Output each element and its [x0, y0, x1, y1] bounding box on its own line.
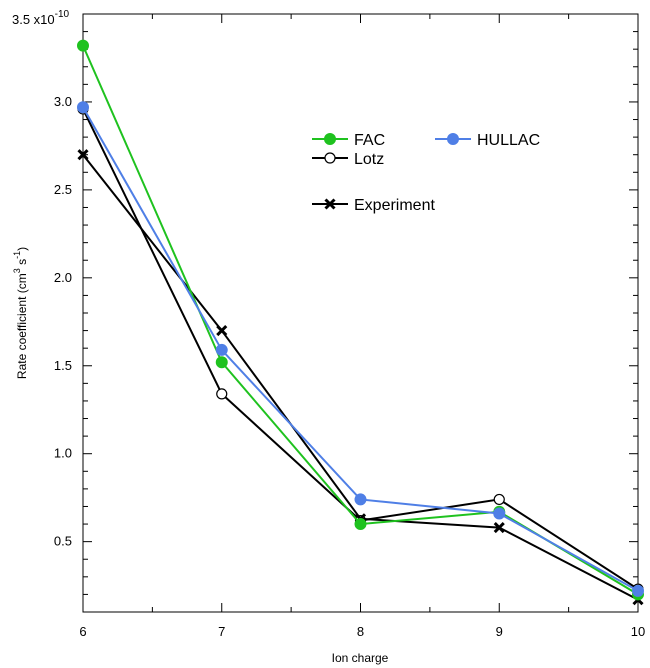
data-point-hullac [354, 493, 367, 506]
y-axis-multiplier-base: 3.5 x10 [12, 12, 55, 27]
series-layer [77, 39, 644, 606]
y-axis-label: Rate coefficient (cm3 s-1) [12, 247, 29, 379]
legend-label-fac: FAC [354, 132, 385, 149]
y-tick-label: 2.0 [54, 270, 72, 285]
data-point-experiment [77, 149, 89, 161]
y-axis-multiplier: 3.5 x10-10 [12, 9, 70, 27]
legend-item-experiment: Experiment [312, 197, 435, 214]
legend-marker-lotz [324, 152, 336, 164]
y-tick-label: 0.5 [54, 534, 72, 549]
series-line-experiment [82, 154, 639, 601]
data-point-fac [215, 356, 228, 369]
legend: FAC HULLAC Lotz Experiment [312, 132, 540, 214]
x-axis-ticks: 6 7 8 9 10 [79, 14, 645, 639]
data-point-experiment [216, 325, 228, 337]
y-axis-label-base: Rate coefficient (cm [15, 273, 29, 379]
legend-item-fac: FAC [312, 132, 385, 149]
x-tick-label: 6 [79, 624, 86, 639]
legend-label-hullac: HULLAC [477, 132, 540, 149]
y-tick-label: 3.0 [54, 94, 72, 109]
y-axis-label-sup2: -1 [12, 251, 22, 259]
legend-marker-experiment [324, 198, 336, 210]
data-point-lotz [493, 493, 505, 506]
y-tick-label: 1.0 [54, 446, 72, 461]
x-marker-stroke [324, 198, 336, 210]
x-tick-label: 10 [631, 624, 645, 639]
legend-item-lotz: Lotz [312, 151, 384, 168]
legend-marker-hullac [447, 133, 459, 145]
data-point-fac [77, 39, 89, 52]
data-point-fac [354, 518, 367, 531]
x-tick-label: 9 [496, 624, 503, 639]
y-axis-label-mid: s [15, 259, 29, 268]
data-point-hullac [215, 343, 228, 356]
series-line-fac [82, 45, 639, 596]
x-marker-stroke [77, 149, 89, 161]
data-point-hullac [77, 101, 89, 114]
y-axis-label-sup1: 3 [12, 268, 22, 273]
legend-marker-fac [324, 133, 336, 145]
y-tick-label: 2.5 [54, 182, 72, 197]
y-axis-label-end: ) [15, 247, 29, 251]
data-point-experiment [493, 522, 505, 534]
x-marker-stroke [216, 325, 228, 337]
x-tick-label: 7 [218, 624, 225, 639]
legend-label-lotz: Lotz [354, 151, 384, 168]
y-tick-label: 1.5 [54, 358, 72, 373]
x-tick-label: 8 [357, 624, 364, 639]
series-hullac [77, 101, 644, 597]
series-experiment [77, 149, 644, 606]
data-point-lotz [216, 388, 228, 400]
y-axis-ticks: 0.5 1.0 1.5 2.0 2.5 3.0 [54, 31, 638, 595]
legend-item-hullac: HULLAC [435, 132, 540, 149]
x-marker-stroke [493, 522, 505, 534]
data-point-hullac [493, 507, 506, 520]
data-point-hullac [632, 584, 644, 597]
x-axis-label: Ion charge [332, 651, 389, 665]
y-axis-multiplier-exponent: -10 [55, 9, 70, 20]
legend-label-experiment: Experiment [354, 197, 435, 214]
